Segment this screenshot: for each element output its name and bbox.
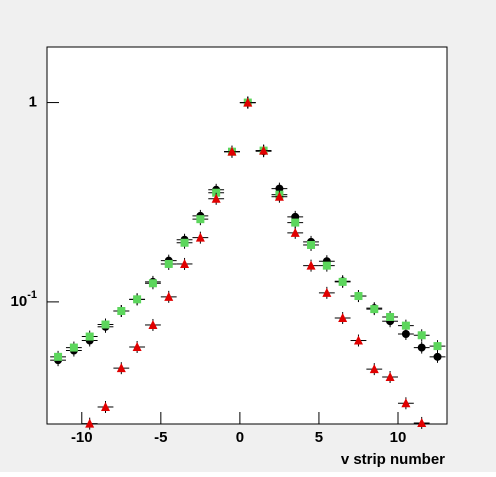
point	[100, 401, 110, 411]
point	[69, 343, 78, 352]
point	[417, 331, 426, 340]
x-tick-label: -10	[71, 429, 93, 446]
point	[85, 418, 95, 428]
point	[353, 335, 363, 345]
x-tick-label: 0	[236, 429, 244, 446]
point	[195, 232, 205, 242]
point	[369, 364, 379, 374]
point	[433, 352, 442, 361]
x-tick-label: 5	[315, 429, 323, 446]
point	[133, 295, 142, 304]
x-axis-label: v strip number	[341, 451, 445, 468]
y-tick-label: 1	[29, 94, 37, 111]
point	[180, 238, 189, 247]
point	[116, 363, 126, 373]
point	[306, 260, 316, 270]
point	[385, 371, 395, 381]
frame	[46, 46, 448, 425]
point	[117, 307, 126, 316]
point	[417, 343, 426, 352]
point	[291, 218, 300, 227]
y-tick-label-base: 10	[11, 293, 28, 310]
point	[417, 417, 427, 427]
point	[259, 145, 269, 155]
point	[148, 279, 157, 288]
point	[354, 292, 363, 301]
point	[212, 188, 221, 197]
point	[290, 227, 300, 237]
point	[307, 240, 316, 249]
point	[322, 287, 332, 297]
point	[227, 146, 237, 156]
point	[386, 312, 395, 321]
point	[322, 261, 331, 270]
point	[164, 259, 173, 268]
point	[274, 191, 284, 201]
point	[148, 319, 158, 329]
point	[164, 291, 174, 301]
point	[370, 305, 379, 314]
point	[401, 398, 411, 408]
point	[211, 193, 221, 203]
point	[275, 184, 284, 193]
point	[132, 341, 142, 351]
point	[85, 332, 94, 341]
point	[401, 321, 410, 330]
x-tick-label: 10	[390, 429, 407, 446]
point	[338, 277, 347, 286]
point	[54, 352, 63, 361]
point	[243, 97, 253, 107]
point	[338, 313, 348, 323]
point	[401, 330, 410, 339]
y-tick-label-exp: -1	[27, 289, 37, 301]
x-tick-label: -5	[154, 429, 167, 446]
y-tick-label: 10-1	[11, 289, 37, 310]
point	[433, 342, 442, 351]
point	[101, 320, 110, 329]
point	[180, 258, 190, 268]
point	[196, 215, 205, 224]
